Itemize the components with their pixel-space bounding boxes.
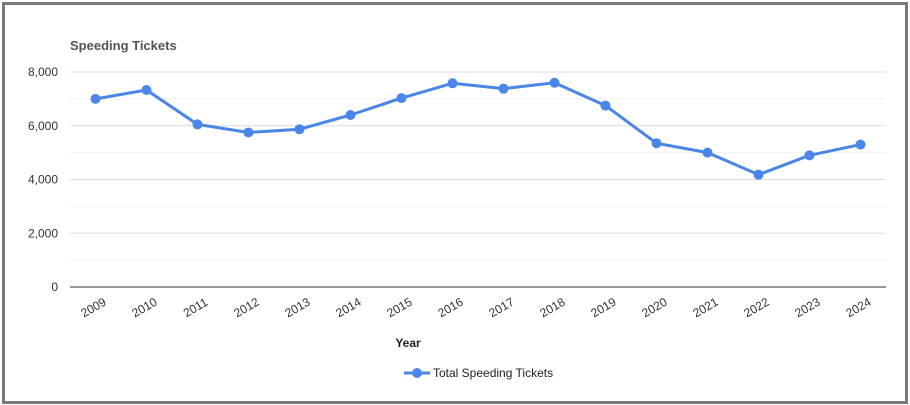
x-axis-ticks: 2009 2010 2011 2012 2013 2014 2015 2016 2017 2018… xyxy=(78,295,873,321)
x-tick-label: 2011 xyxy=(181,295,211,320)
data-point[interactable] xyxy=(243,127,254,138)
y-tick-label: 8,000 xyxy=(28,65,58,79)
data-point[interactable] xyxy=(804,150,815,161)
data-point[interactable] xyxy=(90,93,101,104)
legend-marker xyxy=(412,368,422,378)
x-tick-label: 2016 xyxy=(435,295,465,321)
series-layer xyxy=(90,77,866,180)
x-tick-label: 2010 xyxy=(129,295,159,321)
x-tick-label: 2015 xyxy=(384,295,414,321)
data-point[interactable] xyxy=(192,119,203,130)
x-axis-title: Year xyxy=(395,336,421,350)
x-tick-label: 2021 xyxy=(690,295,720,321)
data-point[interactable] xyxy=(600,100,611,111)
data-point[interactable] xyxy=(345,110,356,120)
data-point[interactable] xyxy=(396,93,407,104)
data-point[interactable] xyxy=(651,138,662,149)
chart-title: Speeding Tickets xyxy=(70,38,177,53)
x-tick-label: 2020 xyxy=(639,295,669,321)
data-point[interactable] xyxy=(294,124,305,135)
x-tick-label: 2014 xyxy=(333,295,363,321)
data-point[interactable] xyxy=(753,169,764,180)
y-tick-label: 0 xyxy=(51,280,58,294)
y-axis-ticks: 0 2,000 4,000 6,000 8,000 xyxy=(28,65,58,294)
y-tick-label: 6,000 xyxy=(28,119,58,133)
series-line xyxy=(95,81,861,177)
legend-label: Total Speeding Tickets xyxy=(433,366,553,380)
data-point[interactable] xyxy=(447,78,458,89)
x-tick-label: 2024 xyxy=(843,295,873,321)
x-tick-label: 2023 xyxy=(792,295,822,321)
gridlines xyxy=(70,71,886,288)
x-tick-label: 2013 xyxy=(282,295,312,321)
data-point[interactable] xyxy=(855,139,866,150)
x-tick-label: 2018 xyxy=(537,295,567,321)
x-tick-label: 2019 xyxy=(588,295,618,321)
legend[interactable]: Total Speeding Tickets xyxy=(404,366,553,380)
x-tick-label: 2022 xyxy=(741,295,771,321)
x-tick-label: 2009 xyxy=(78,295,108,321)
y-tick-label: 4,000 xyxy=(28,173,58,187)
data-point[interactable] xyxy=(141,85,152,96)
data-point[interactable] xyxy=(498,83,509,94)
data-point[interactable] xyxy=(549,77,560,88)
x-tick-label: 2017 xyxy=(486,295,516,321)
data-point[interactable] xyxy=(702,147,713,158)
y-tick-label: 2,000 xyxy=(28,226,58,240)
x-tick-label: 2012 xyxy=(231,295,261,321)
